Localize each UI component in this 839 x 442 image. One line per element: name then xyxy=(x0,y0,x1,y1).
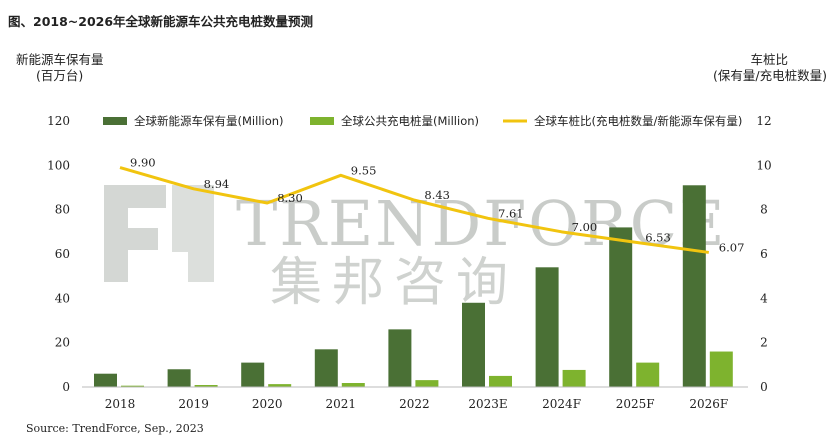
bar-chargers xyxy=(268,384,292,387)
ratio-data-label: 8.30 xyxy=(277,191,303,205)
ratio-data-label: 7.61 xyxy=(498,206,524,220)
x-tick-label: 2023E xyxy=(468,397,507,411)
legend-label-vehicles: 全球新能源车保有量(Million) xyxy=(134,114,284,128)
bar-vehicles xyxy=(167,369,191,387)
bar-chargers xyxy=(489,375,512,387)
x-tick-label: 2021 xyxy=(326,397,357,411)
x-tick-label: 2026F xyxy=(689,397,728,411)
left-axis-title-line2: (百万台) xyxy=(36,68,83,83)
left-axis-title-line1: 新能源车保有量 xyxy=(16,52,104,67)
watermark-logo xyxy=(104,185,214,282)
x-axis-ticks: 2018 2019 2020 2021 2022 2023E 2024F 2025F 2026F xyxy=(105,397,729,411)
right-axis-ticks: 12 10 8 6 4 2 0 xyxy=(756,114,771,394)
ratio-data-label: 8.94 xyxy=(204,177,230,191)
left-tick-label: 0 xyxy=(62,380,70,394)
left-tick-label: 120 xyxy=(47,114,70,128)
ratio-data-label: 6.07 xyxy=(719,240,745,254)
x-tick-label: 2024F xyxy=(542,397,581,411)
ratio-line-series xyxy=(119,166,710,254)
right-tick-label: 10 xyxy=(756,158,771,172)
bar-vehicles xyxy=(314,349,338,387)
bar-vehicles xyxy=(241,362,265,387)
left-axis-ticks: 120 100 80 60 40 20 0 xyxy=(47,114,70,394)
legend: 全球新能源车保有量(Million) 全球公共充电桩量(Million) 全球车… xyxy=(103,114,742,128)
left-tick-label: 60 xyxy=(55,247,70,261)
bar-vehicles xyxy=(462,302,485,387)
source-note: Source: TrendForce, Sep., 2023 xyxy=(26,422,204,435)
x-tick-label: 2022 xyxy=(399,397,430,411)
bar-vehicles xyxy=(682,185,706,387)
legend-swatch-vehicles xyxy=(103,117,127,125)
bar-chargers xyxy=(562,369,586,387)
watermark-en: TRENDFORCE xyxy=(236,187,726,260)
watermark: TRENDFORCE 集邦咨询 xyxy=(104,185,726,313)
ratio-data-label: 7.00 xyxy=(572,220,598,234)
ratio-data-label: 9.55 xyxy=(351,163,377,177)
right-tick-label: 6 xyxy=(760,247,768,261)
left-tick-label: 100 xyxy=(47,158,70,172)
bar-chargers xyxy=(341,383,365,387)
x-tick-label: 2019 xyxy=(178,397,209,411)
bar-series xyxy=(94,185,733,387)
right-axis-title-line1: 车桩比 xyxy=(750,52,788,67)
chart-title: 图、2018~2026年全球新能源车公共充电桩数量预测 xyxy=(8,14,313,29)
right-axis-title-line2: (保有量/充电桩数量) xyxy=(713,68,827,83)
ratio-data-label: 9.90 xyxy=(130,156,156,170)
bar-vehicles xyxy=(388,329,412,387)
legend-swatch-chargers xyxy=(310,117,334,125)
bar-chargers xyxy=(121,385,144,387)
x-tick-label: 2025F xyxy=(616,397,655,411)
bar-vehicles xyxy=(535,267,559,387)
bar-vehicles xyxy=(609,227,633,387)
right-tick-label: 4 xyxy=(760,291,768,305)
bar-chargers xyxy=(415,380,439,387)
legend-label-ratio: 全球车桩比(充电桩数量/新能源车保有量) xyxy=(534,114,742,128)
right-tick-label: 0 xyxy=(760,380,768,394)
bar-chargers xyxy=(636,362,660,387)
left-tick-label: 20 xyxy=(55,336,70,350)
bar-chargers xyxy=(194,385,218,387)
right-tick-label: 12 xyxy=(756,114,771,128)
left-tick-label: 40 xyxy=(55,291,70,305)
right-tick-label: 8 xyxy=(760,203,768,217)
ratio-data-label: 8.43 xyxy=(424,188,450,202)
ratio-line xyxy=(119,166,710,254)
legend-label-chargers: 全球公共充电桩量(Million) xyxy=(341,114,479,128)
left-tick-label: 80 xyxy=(55,203,70,217)
x-tick-label: 2018 xyxy=(105,397,136,411)
right-tick-label: 2 xyxy=(760,336,768,350)
ratio-data-label: 6.53 xyxy=(645,230,671,244)
ratio-data-labels: 9.90 8.94 8.30 9.55 8.43 7.61 7.00 6.53 6.07 xyxy=(130,156,744,255)
bar-chargers xyxy=(709,351,733,387)
bar-vehicles xyxy=(94,373,117,387)
x-tick-label: 2020 xyxy=(252,397,283,411)
